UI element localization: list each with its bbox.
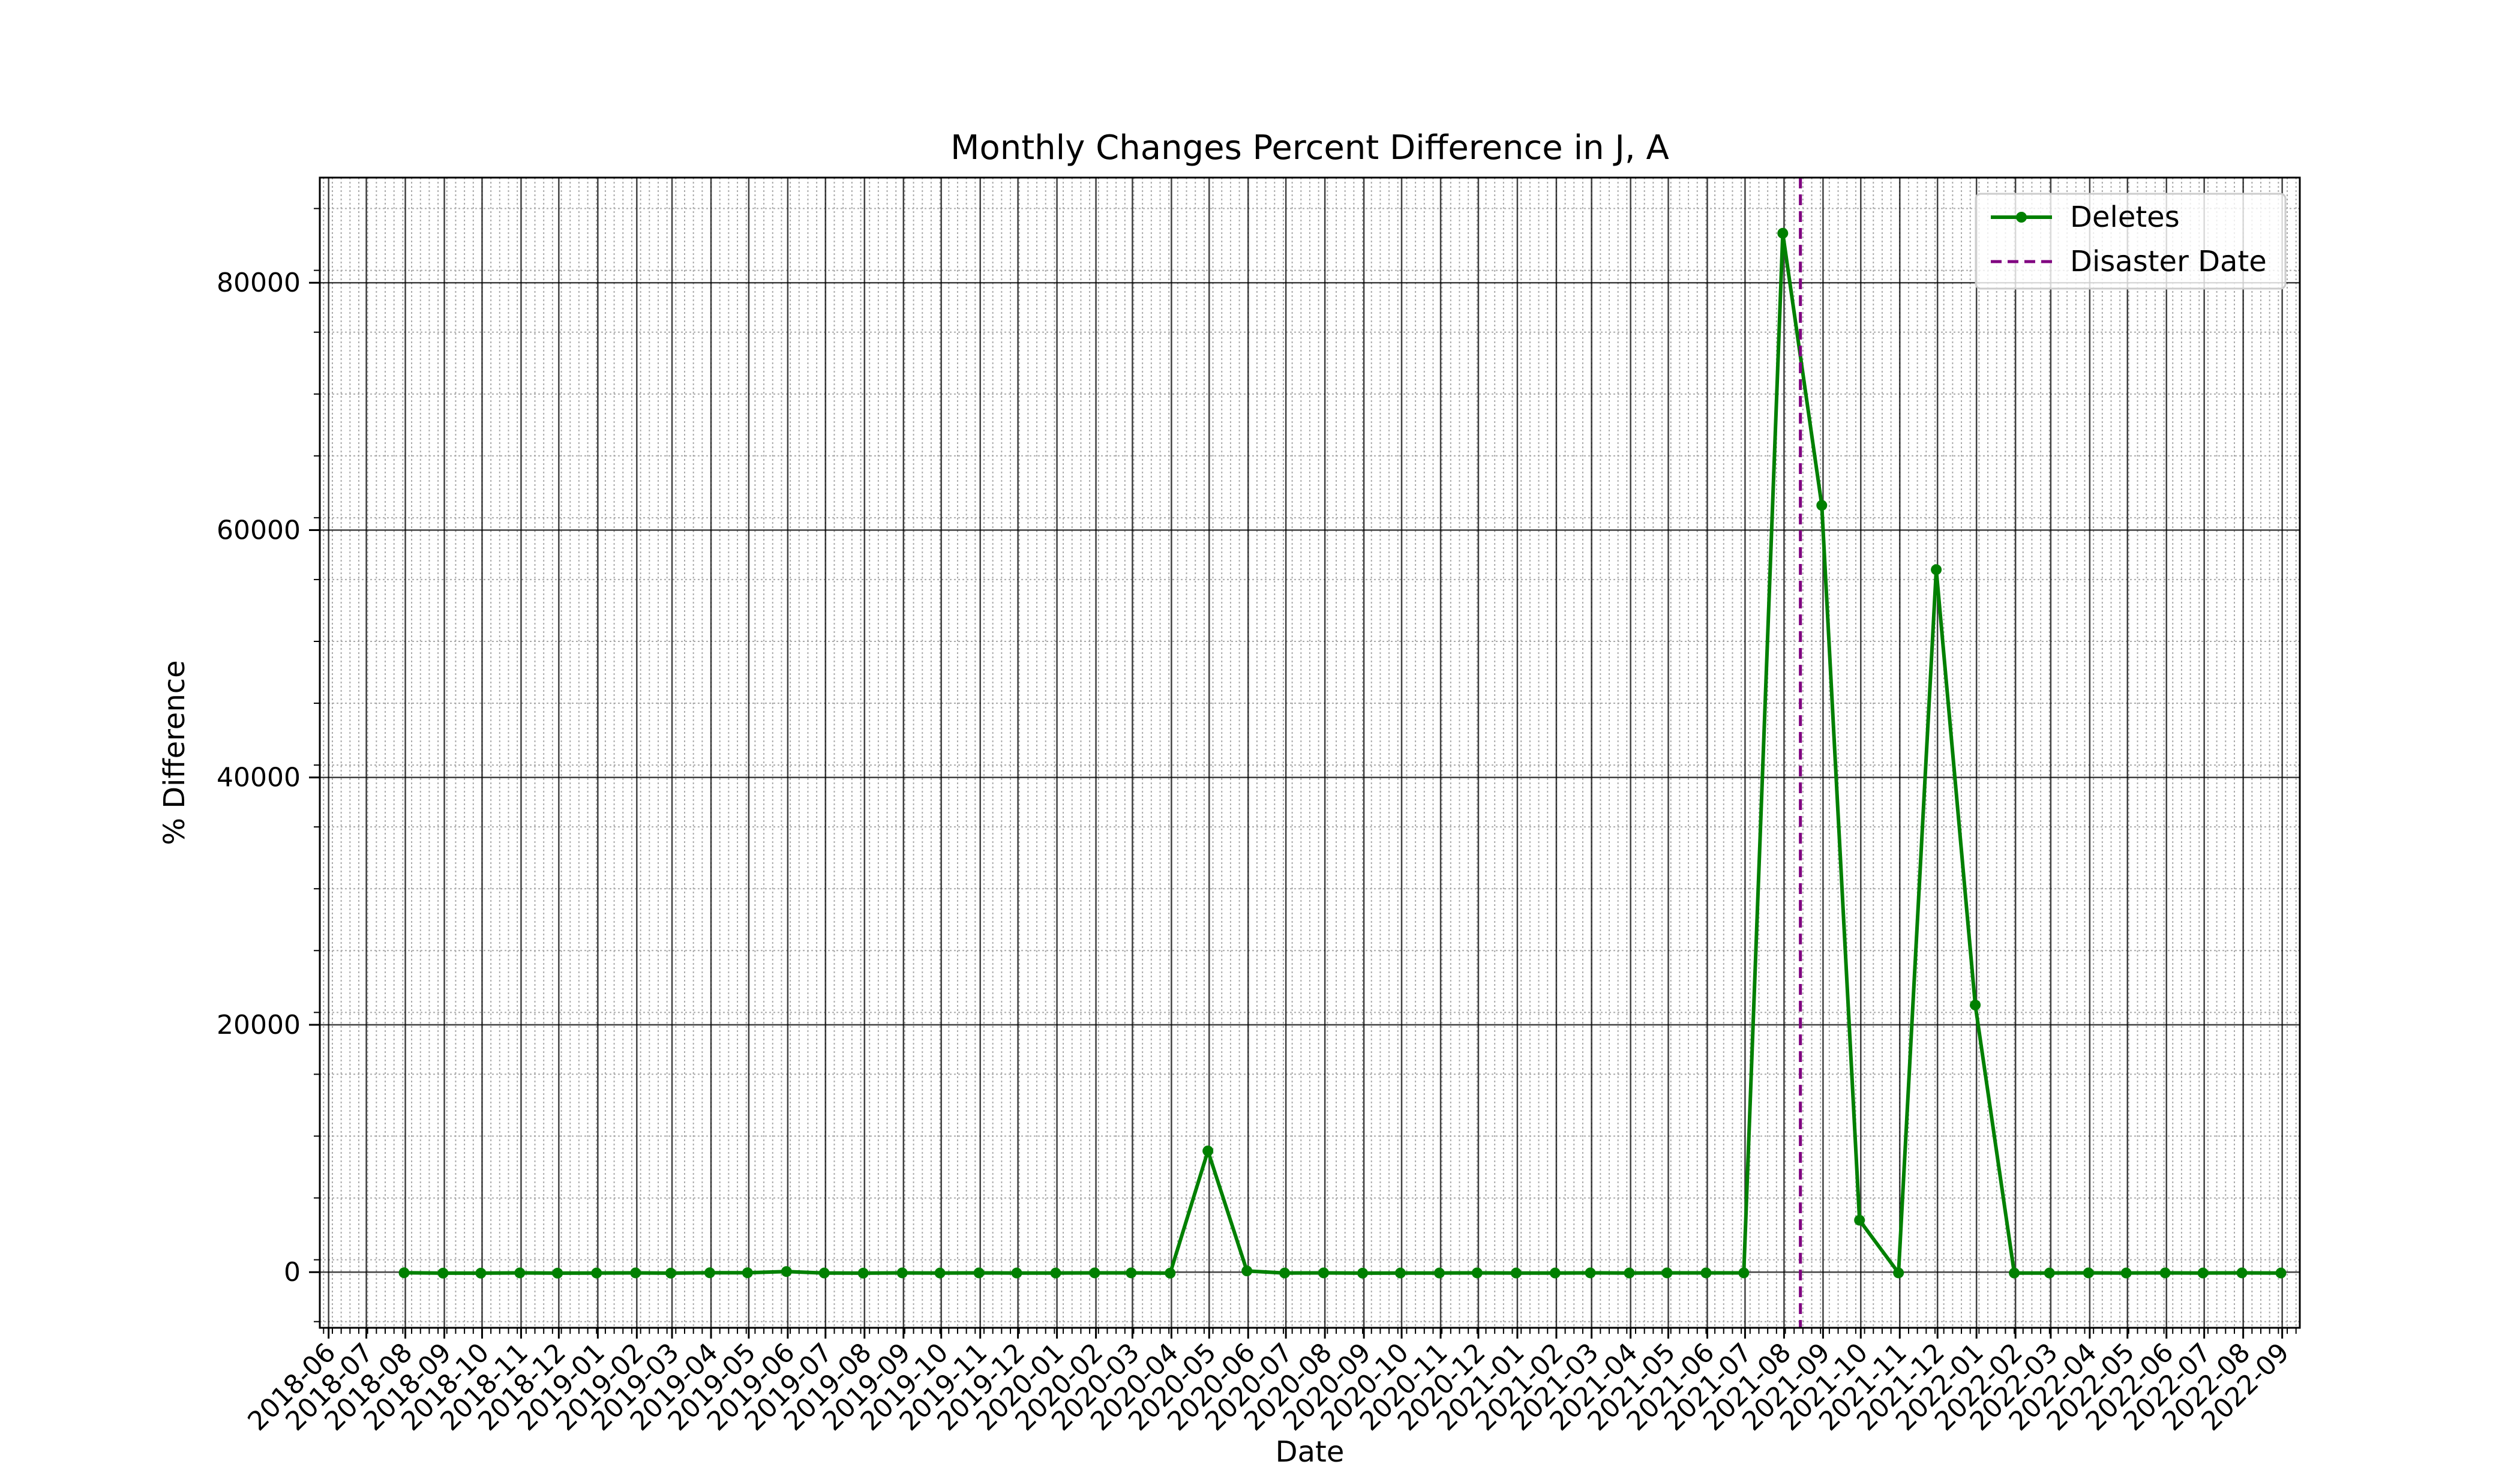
data-point <box>1549 1267 1561 1279</box>
data-point <box>2236 1267 2248 1279</box>
data-point <box>1854 1214 1865 1226</box>
data-point <box>1931 564 1942 575</box>
data-point <box>1165 1267 1176 1279</box>
y-axis-ticks: 0 20000 40000 60000 80000 <box>217 208 320 1322</box>
x-axis-label: Date <box>1276 1435 1345 1469</box>
data-point <box>934 1267 946 1279</box>
plot-frame <box>319 176 2301 1329</box>
data-point <box>1241 1265 1253 1277</box>
y-tick-label: 40000 <box>217 763 301 793</box>
y-axis-label: % Difference <box>158 660 191 845</box>
data-point <box>1126 1267 1137 1279</box>
data-point <box>591 1267 602 1279</box>
data-point <box>1661 1267 1673 1279</box>
legend-label-deletes: Deletes <box>2070 200 2180 234</box>
data-point <box>475 1267 487 1279</box>
data-point <box>1318 1267 1330 1279</box>
legend-box <box>1975 193 2287 290</box>
data-point <box>781 1266 792 1277</box>
data-point <box>665 1267 676 1279</box>
legend: Deletes Disaster Date <box>1975 193 2287 290</box>
y-tick-label: 20000 <box>217 1010 301 1040</box>
data-point <box>1700 1267 1712 1279</box>
data-point <box>552 1267 563 1279</box>
data-point <box>1970 1000 1981 1011</box>
data-point <box>1357 1267 1369 1279</box>
data-point <box>630 1267 641 1279</box>
data-point <box>742 1267 753 1279</box>
data-point <box>1738 1267 1750 1279</box>
y-tick-label: 80000 <box>217 268 301 298</box>
data-point <box>2159 1267 2171 1279</box>
chart-title: Monthly Changes Percent Difference in J,… <box>950 128 1669 167</box>
data-point <box>2044 1267 2055 1279</box>
data-point <box>704 1267 715 1279</box>
legend-label-disaster-date: Disaster Date <box>2070 245 2267 278</box>
x-axis-ticks: 2018-062018-072018-082018-092018-102018-… <box>242 1328 2297 1437</box>
data-point <box>1394 1267 1406 1279</box>
data-point <box>2083 1267 2094 1279</box>
series-deletes <box>398 227 2287 1279</box>
data-point <box>1510 1267 1522 1279</box>
data-point <box>1585 1267 1596 1279</box>
data-point <box>1202 1145 1214 1157</box>
data-point <box>2120 1267 2132 1279</box>
data-point <box>1050 1267 1061 1279</box>
data-point <box>818 1267 830 1279</box>
grid <box>320 178 2300 1328</box>
data-point <box>896 1267 908 1279</box>
y-tick-label: 60000 <box>217 515 301 545</box>
data-point <box>1279 1267 1291 1279</box>
data-point <box>398 1267 410 1279</box>
data-point <box>514 1267 526 1279</box>
data-point <box>1433 1267 1445 1279</box>
data-point <box>2197 1267 2209 1279</box>
data-point <box>437 1267 449 1279</box>
data-point <box>1624 1267 1635 1279</box>
data-point <box>1816 500 1828 511</box>
data-point <box>857 1267 869 1279</box>
data-point <box>1011 1267 1022 1279</box>
series-line-deletes <box>404 231 2281 1275</box>
data-point <box>2009 1267 2020 1279</box>
data-point <box>1471 1267 1483 1279</box>
legend-marker-deletes <box>2016 212 2027 223</box>
data-point <box>973 1267 985 1279</box>
data-point <box>2275 1267 2287 1279</box>
y-tick-label: 0 <box>284 1257 301 1288</box>
data-point <box>1089 1267 1100 1279</box>
data-point <box>1777 227 1789 239</box>
data-point <box>1893 1267 1904 1279</box>
